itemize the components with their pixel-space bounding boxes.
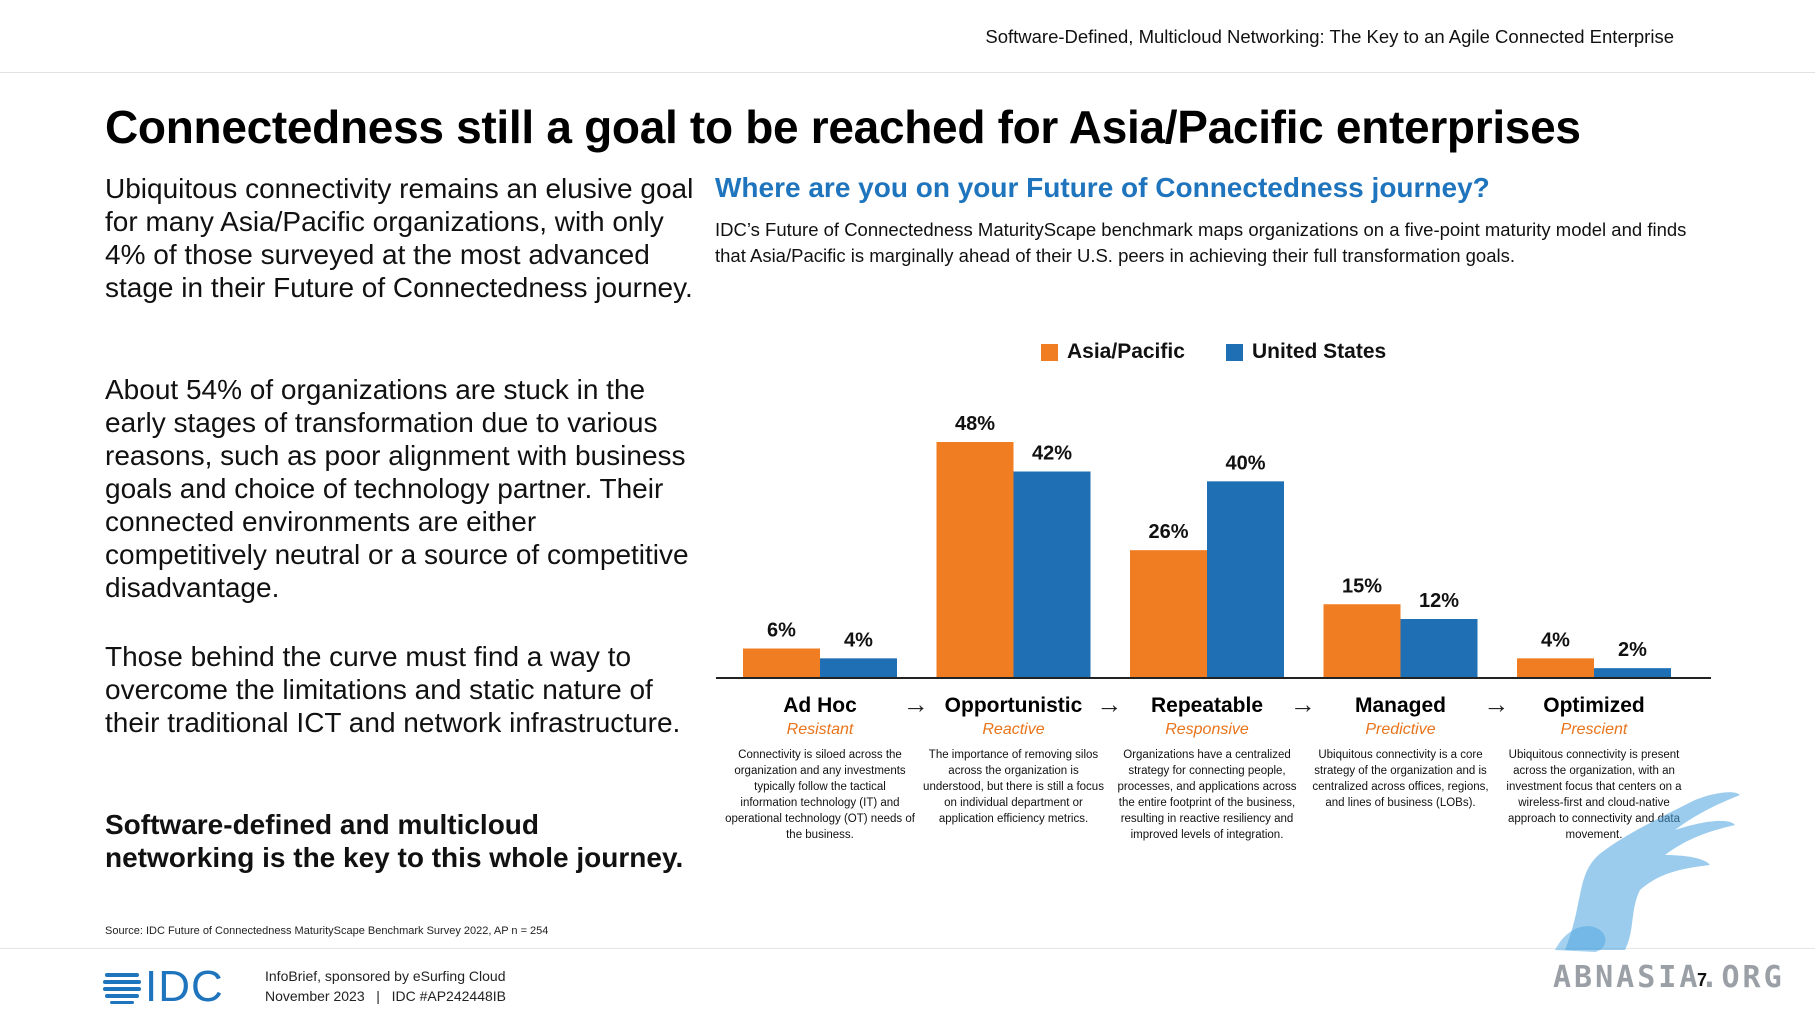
key-statement: Software-defined and multicloud networki… [105,809,684,873]
data-label-optimized-united-states: 2% [1618,639,1647,661]
source-note: Source: IDC Future of Connectedness Matu… [105,925,549,937]
arrow-right-icon: → [902,689,929,719]
legend-swatch-united-states [1226,343,1243,361]
chart-subtitle: IDC’s Future of Connectedness MaturitySc… [715,219,1687,266]
data-label-managed-united-states: 12% [1419,590,1459,612]
footer-divider [0,948,1815,949]
bar-optimized-united-states [1594,668,1671,678]
stage-name-opportunistic: Opportunistic [944,694,1083,717]
idc-logo: IDC [103,962,224,1012]
bar-managed-asia-pacific [1323,604,1401,678]
stage-level-optimized: Prescient [1560,721,1628,738]
stage-opportunistic: Opportunistic Reactive The importance of r… [919,694,1109,827]
bar-opportunistic-asia-pacific [936,442,1014,678]
data-label-ad-hoc-asia-pacific: 6% [767,620,796,642]
legend-swatch-asia-pacific [1041,343,1058,361]
stage-description-opportunistic: The importance of removing silos across … [923,749,1104,825]
idc-globe-icon [103,973,141,1004]
body-paragraph-2: About 54% of organizations are stuck in … [105,374,689,603]
stage-repeatable: Repeatable Responsive Organizations have a… [1112,694,1302,843]
stage-optimized: Optimized Prescient Ubiquitous connectivit… [1499,694,1689,843]
legend-item-asia-pacific: Asia/Pacific [1041,340,1185,364]
bar-ad-hoc-asia-pacific [743,648,820,678]
legend-label-united-states: United States [1252,340,1387,363]
data-label-opportunistic-united-states: 42% [1032,443,1072,465]
footer-sponsor-line: InfoBrief, sponsored by eSurfing Cloud [265,968,506,984]
arrow-right-icon: → [1289,689,1316,719]
data-label-managed-asia-pacific: 15% [1342,575,1382,597]
stage-name-ad-hoc: Ad Hoc [783,694,857,717]
footer-info: InfoBrief, sponsored by eSurfing Cloud N… [265,966,506,1006]
watermark-griffin-icon [1555,792,1740,952]
data-label-optimized-asia-pacific: 4% [1541,629,1570,651]
bar-optimized-asia-pacific [1517,658,1594,678]
bar-managed-united-states [1400,619,1478,678]
stage-name-repeatable: Repeatable [1150,694,1264,717]
stage-name-optimized: Optimized [1543,694,1645,717]
stage-description-optimized: Ubiquitous connectivity is present acros… [1506,749,1682,841]
stage-description-managed: Ubiquitous connectivity is a core strate… [1312,749,1489,809]
bar-repeatable-asia-pacific [1130,550,1207,678]
page-number: 7 [1697,970,1708,990]
body-paragraph-3: Those behind the curve must find a way t… [105,641,681,738]
bar-repeatable-united-states [1207,481,1284,678]
watermark-text: ABNASIA.ORG [1553,960,1785,995]
stage-name-managed: Managed [1354,694,1446,717]
legend-item-united-states: United States [1226,340,1386,364]
stage-ad-hoc: Ad Hoc Resistant Connectivity is siloed ac… [725,694,915,843]
stage-managed: Managed Predictive Ubiquitous connectivity… [1306,694,1496,811]
stage-level-repeatable: Responsive [1165,721,1249,738]
page-title: Connectedness still a goal to be reached… [105,101,1581,153]
header-divider [0,72,1815,73]
body-paragraph-1: Ubiquitous connectivity remains an elusi… [105,173,694,303]
bar-opportunistic-united-states [1013,471,1091,678]
data-label-repeatable-united-states: 40% [1225,452,1265,474]
legend-label-asia-pacific: Asia/Pacific [1067,340,1185,363]
data-label-opportunistic-asia-pacific: 48% [955,413,995,435]
header-title: Software-Defined, Multicloud Networking:… [985,26,1674,47]
data-label-ad-hoc-united-states: 4% [844,629,873,651]
stage-description-ad-hoc: Connectivity is siloed across the organi… [725,749,915,841]
stage-level-managed: Predictive [1365,721,1436,738]
bar-ad-hoc-united-states [820,658,897,678]
stage-level-opportunistic: Reactive [982,721,1045,738]
data-label-repeatable-asia-pacific: 26% [1148,521,1188,543]
stage-description-repeatable: Organizations have a centralized strateg… [1117,749,1297,841]
arrow-right-icon: → [1096,689,1123,719]
footer-date-line: November 2023 | IDC #AP242448IB [265,988,506,1004]
arrow-right-icon: → [1483,689,1510,719]
chart-heading: Where are you on your Future of Connecte… [715,172,1490,203]
stage-level-ad-hoc: Resistant [786,721,854,738]
idc-logo-text: IDC [145,962,224,1011]
